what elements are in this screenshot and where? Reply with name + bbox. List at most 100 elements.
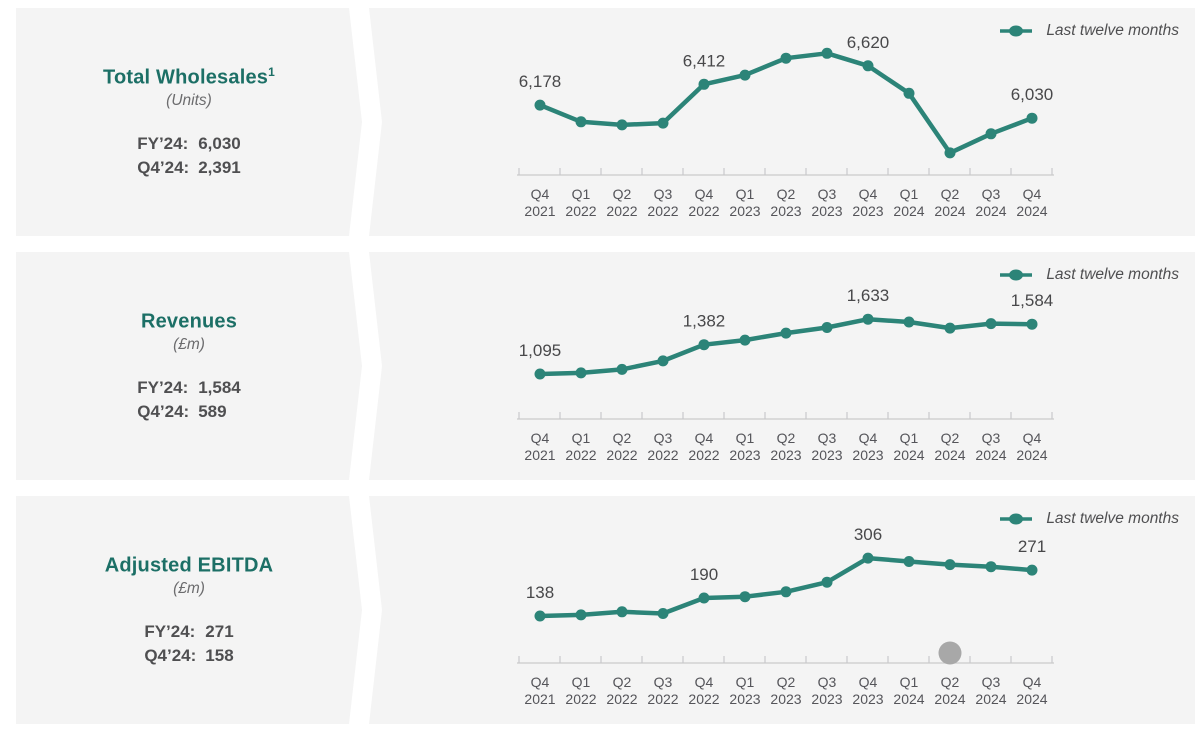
tick-label-quarter: Q3 <box>654 674 673 690</box>
tick-label-quarter: Q4 <box>531 674 550 690</box>
tick-label-year: 2024 <box>1016 203 1047 219</box>
fy-value: 1,584 <box>198 378 241 398</box>
tick-label-quarter: Q4 <box>859 186 878 202</box>
tick-label-quarter: Q4 <box>695 186 714 202</box>
data-point <box>903 316 915 328</box>
point-label: 6,178 <box>519 72 562 91</box>
legend-label: Last twelve months <box>1046 510 1179 527</box>
tick-label-quarter: Q4 <box>531 186 550 202</box>
q4-value: 2,391 <box>198 158 241 178</box>
tick-label-quarter: Q4 <box>531 430 550 446</box>
tick-label-year: 2023 <box>770 691 801 707</box>
data-point <box>944 322 956 334</box>
data-point <box>616 606 628 618</box>
legend-label: Last twelve months <box>1046 266 1179 283</box>
tick-label-year: 2021 <box>524 447 555 463</box>
tick-label-quarter: Q1 <box>736 430 755 446</box>
data-point <box>534 99 546 111</box>
tick-label-year: 2022 <box>565 447 596 463</box>
data-point <box>985 318 997 330</box>
tick-label-quarter: Q3 <box>654 186 673 202</box>
tick-label-year: 2024 <box>1016 691 1047 707</box>
data-point <box>862 313 874 325</box>
data-point <box>1026 564 1038 576</box>
tick-label-year: 2022 <box>647 691 678 707</box>
metric-panel-total-wholesales: Total Wholesales1 (Units) FY’24: 6,030 Q… <box>16 8 362 236</box>
metric-unit: (£m) <box>173 580 205 598</box>
tick-label-quarter: Q3 <box>818 430 837 446</box>
tick-label-year: 2023 <box>852 691 883 707</box>
data-point <box>821 47 833 59</box>
tick-label-year: 2024 <box>975 203 1006 219</box>
fy-label: FY’24: <box>137 134 189 154</box>
tick-label-quarter: Q4 <box>695 674 714 690</box>
tick-label-quarter: Q3 <box>982 430 1001 446</box>
point-label: 6,620 <box>847 33 890 52</box>
tick-label-year: 2022 <box>647 447 678 463</box>
data-point <box>739 591 751 603</box>
tick-label-year: 2024 <box>893 691 924 707</box>
chart-panel-adjusted-ebitda: Last twelve months Q4 2021 Q1 2022 Q2 2022 Q3 2… <box>369 496 1195 724</box>
tick-label-year: 2023 <box>811 447 842 463</box>
tick-label-year: 2022 <box>688 447 719 463</box>
q4-value: 158 <box>205 646 234 666</box>
gray-marker-dot <box>938 641 962 665</box>
chart-legend: Last twelve months <box>998 266 1179 284</box>
point-label: 1,095 <box>519 341 562 360</box>
fy-value: 6,030 <box>198 134 241 154</box>
metric-unit: (£m) <box>173 336 205 354</box>
data-point <box>575 609 587 621</box>
legend-line-marker-icon <box>1000 269 1033 281</box>
data-point <box>1026 112 1038 124</box>
tick-label-year: 2022 <box>606 691 637 707</box>
data-point <box>821 322 833 333</box>
data-point <box>698 339 710 351</box>
row-adjusted-ebitda: Adjusted EBITDA (£m) FY’24: 271 Q4’24: 1… <box>16 496 1195 724</box>
metric-title-text: Adjusted EBITDA <box>104 554 274 577</box>
data-point <box>821 576 833 588</box>
tick-label-quarter: Q2 <box>777 186 796 202</box>
point-label: 1,584 <box>1011 291 1054 310</box>
tick-label-year: 2023 <box>811 203 842 219</box>
tick-label-year: 2022 <box>647 203 678 219</box>
data-point <box>739 334 751 346</box>
tick-label-quarter: Q3 <box>818 674 837 690</box>
metric-title-text: Total Wholesales <box>103 66 269 89</box>
footnote-marker: 1 <box>268 64 275 79</box>
point-label: 1,382 <box>683 312 726 331</box>
fy-label: FY’24: <box>137 378 189 398</box>
tick-label-quarter: Q2 <box>941 674 960 690</box>
data-point <box>862 552 874 564</box>
tick-label-quarter: Q1 <box>900 430 919 446</box>
metric-panel-adjusted-ebitda: Adjusted EBITDA (£m) FY’24: 271 Q4’24: 1… <box>16 496 362 724</box>
q4-label: Q4’24: <box>144 646 197 666</box>
data-point <box>534 368 546 380</box>
tick-label-year: 2024 <box>975 447 1006 463</box>
tick-label-year: 2021 <box>524 203 555 219</box>
tick-label-year: 2024 <box>934 203 965 219</box>
metric-values: FY’24: 271 Q4’24: 158 <box>144 622 233 666</box>
data-point <box>616 119 628 131</box>
data-point <box>575 116 587 128</box>
tick-label-quarter: Q2 <box>613 430 632 446</box>
chart-panel-total-wholesales: Last twelve months Q4 2021 Q1 2022 Q2 2022 Q3 2… <box>369 8 1195 236</box>
ltm-line-chart-revenues: Q42021Q12022Q22022Q32022Q42022Q12023Q220… <box>517 286 1054 463</box>
tick-label-year: 2023 <box>770 203 801 219</box>
metric-values: FY’24: 1,584 Q4’24: 589 <box>137 378 241 422</box>
tick-label-quarter: Q1 <box>572 674 591 690</box>
tick-label-year: 2022 <box>606 203 637 219</box>
data-point <box>903 556 915 567</box>
point-label: 6,412 <box>683 51 726 70</box>
tick-label-quarter: Q2 <box>777 674 796 690</box>
tick-label-quarter: Q1 <box>736 186 755 202</box>
legend-line-marker-icon <box>1000 25 1033 37</box>
tick-label-quarter: Q1 <box>572 186 591 202</box>
tick-label-year: 2024 <box>934 691 965 707</box>
tick-label-year: 2024 <box>893 203 924 219</box>
q4-label: Q4’24: <box>137 158 190 178</box>
q4-value: 589 <box>198 402 227 422</box>
tick-label-quarter: Q4 <box>1023 674 1042 690</box>
tick-label-year: 2022 <box>565 203 596 219</box>
tick-label-year: 2024 <box>934 447 965 463</box>
tick-label-year: 2022 <box>565 691 596 707</box>
